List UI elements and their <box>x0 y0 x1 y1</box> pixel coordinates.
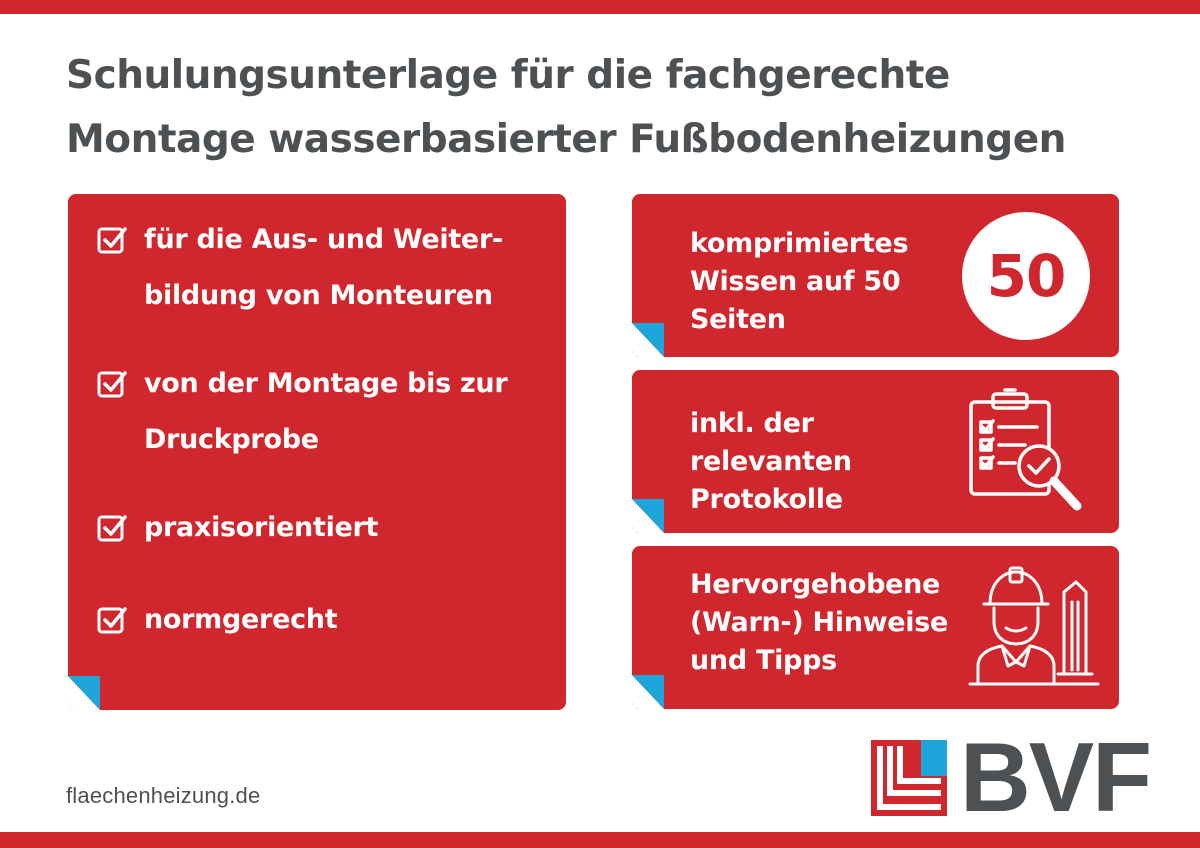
info-text-line: Hervorgehobene <box>690 569 941 600</box>
page-fold-corner <box>632 675 664 709</box>
brand-name: BVF <box>960 722 1152 832</box>
page-fold-corner <box>632 323 664 357</box>
info-text-line: inkl. der <box>690 408 814 439</box>
page-title: Schulungsunterlage für die fachgerechte … <box>66 44 1166 172</box>
worker-icon <box>968 566 1100 686</box>
info-card-hints: Hervorgehobene (Warn-) Hinweise und Tipp… <box>632 546 1119 709</box>
info-card-protocols: inkl. der relevanten Protokolle <box>632 370 1119 533</box>
page-fold-corner <box>68 676 100 710</box>
info-text-line: und Tipps <box>690 645 837 676</box>
pages-count-badge: 50 <box>962 212 1090 340</box>
checkbox-icon <box>97 607 127 634</box>
checkbox-icon <box>97 515 127 542</box>
info-card-pages: komprimiertes Wissen auf 50 Seiten 50 <box>632 194 1119 357</box>
title-line-1: Schulungsunterlage für die fachgerechte <box>66 53 950 98</box>
checkbox-icon <box>97 227 127 254</box>
checkbox-icon <box>97 371 127 398</box>
top-accent-bar <box>0 0 1200 14</box>
feature-item: normgerecht <box>96 592 544 648</box>
feature-text-line: Druckprobe <box>144 424 319 455</box>
clipboard-search-icon <box>969 388 1082 511</box>
page-fold-corner <box>632 499 664 533</box>
info-text-line: komprimiertes <box>690 228 909 259</box>
bvf-logo-icon <box>871 740 947 816</box>
feature-item: praxisorientiert <box>96 500 544 556</box>
feature-text-line: bildung von Monteuren <box>144 280 493 311</box>
title-line-2: Montage wasserbasierter Fußbodenheizunge… <box>66 117 1066 162</box>
info-text-line: relevanten <box>690 446 852 477</box>
features-card: für die Aus- und Weiter- bildung von Mon… <box>68 194 566 710</box>
info-text-line: Seiten <box>690 304 786 335</box>
website-link[interactable]: flaechenheizung.de <box>66 783 261 808</box>
feature-text-line: normgerecht <box>144 604 338 635</box>
bottom-accent-bar <box>0 832 1200 848</box>
feature-text-line: von der Montage bis zur <box>144 368 508 399</box>
feature-text-line: praxisorientiert <box>144 512 379 543</box>
feature-item: von der Montage bis zur Druckprobe <box>96 356 544 468</box>
feature-text-line: für die Aus- und Weiter- <box>144 224 503 255</box>
feature-item: für die Aus- und Weiter- bildung von Mon… <box>96 212 544 324</box>
info-text-line: (Warn-) Hinweise <box>690 607 949 638</box>
info-text-line: Protokolle <box>690 484 843 515</box>
info-text-line: Wissen auf 50 <box>690 266 901 297</box>
